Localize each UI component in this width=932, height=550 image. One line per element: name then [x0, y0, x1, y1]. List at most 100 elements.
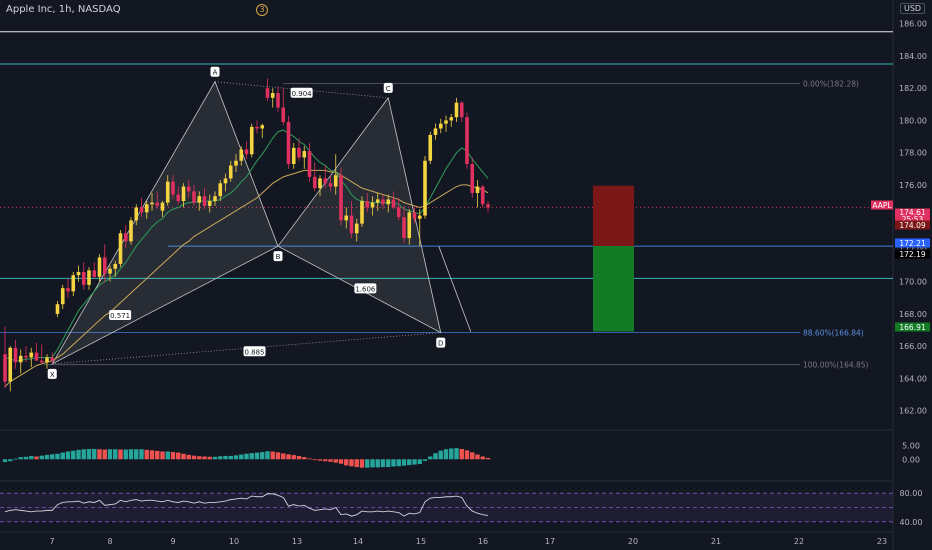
candle — [318, 175, 322, 197]
macd-histogram-bar — [386, 459, 391, 468]
price-tick-label: 186.00 — [899, 20, 927, 29]
candle-body — [370, 202, 375, 208]
candle — [291, 142, 296, 169]
candle-body — [97, 257, 102, 277]
time-tick-label: 22 — [794, 537, 804, 546]
candle — [71, 271, 76, 297]
candle — [176, 186, 181, 205]
macd-histogram-bar — [71, 450, 76, 460]
candle-body — [13, 347, 18, 363]
candle-body — [181, 186, 186, 202]
event-badge-icon[interactable]: 3 — [256, 4, 268, 16]
harmonic-point-box — [210, 66, 220, 77]
candle-body — [412, 212, 417, 219]
candle — [118, 230, 123, 268]
macd-histogram-bar — [128, 449, 134, 460]
macd-histogram-bar — [454, 448, 459, 460]
candle — [97, 254, 102, 282]
price-label-bg — [895, 208, 930, 216]
macd-histogram-bar — [286, 454, 291, 460]
candle — [108, 265, 112, 282]
candle — [160, 201, 165, 218]
macd-histogram-bar — [207, 456, 212, 460]
macd-histogram-bar — [223, 455, 228, 460]
candle-body — [8, 347, 13, 382]
ratio-line-bd — [277, 245, 441, 333]
macd-histogram-bar — [281, 453, 286, 460]
symbol-title[interactable]: Apple Inc, 1h, NASDAQ — [6, 4, 121, 15]
candle-body — [449, 117, 454, 121]
candle-body — [186, 186, 191, 192]
candle-body — [391, 199, 396, 208]
candle-body — [281, 107, 286, 123]
harmonic-point-label: A — [213, 69, 218, 77]
candle-body — [197, 196, 202, 203]
candle-body — [286, 122, 291, 164]
macd-histogram-bar — [480, 456, 485, 460]
candle-body — [66, 288, 70, 292]
macd-histogram-bar — [428, 456, 433, 460]
price-tick-label: 166.00 — [899, 342, 927, 351]
macd-histogram-bar — [102, 449, 107, 460]
candle — [102, 244, 107, 282]
macd-histogram-bar — [312, 459, 317, 461]
candle-body — [318, 178, 322, 189]
candle — [55, 301, 60, 318]
candle-body — [396, 207, 401, 218]
macd-histogram-bar — [464, 450, 470, 460]
candle-body — [270, 93, 275, 98]
macd-histogram-bar — [218, 456, 223, 460]
macd-histogram-bar — [401, 459, 407, 466]
ratio-line-xb — [52, 245, 279, 365]
macd-histogram-bar — [134, 449, 139, 460]
candle-body — [113, 263, 118, 269]
candle-body — [218, 183, 223, 197]
candle-body — [475, 186, 480, 193]
candle — [312, 162, 317, 192]
macd-histogram-bar — [302, 457, 307, 460]
candle — [18, 349, 23, 374]
price-tick-label: 180.00 — [899, 116, 927, 125]
macd-tick-label: 5.00 — [902, 441, 920, 450]
macd-histogram-bar — [123, 449, 128, 460]
candle — [375, 192, 380, 211]
candle — [45, 354, 49, 369]
candle-body — [323, 178, 328, 184]
price-label-text: 172.21 — [899, 239, 925, 248]
candle — [328, 175, 333, 192]
candle — [386, 194, 391, 213]
candle — [344, 207, 349, 229]
candle — [144, 201, 149, 219]
candle-body — [444, 120, 448, 124]
macd-histogram-bar — [265, 451, 270, 460]
candle-body — [375, 199, 380, 203]
candle — [202, 188, 207, 210]
candle — [8, 346, 13, 392]
macd-histogram-bar — [2, 459, 8, 463]
candle-body — [297, 147, 301, 158]
price-label-bg — [895, 220, 930, 230]
candle — [66, 278, 70, 298]
candle — [244, 141, 249, 160]
macd-histogram-bar — [23, 456, 29, 460]
macd-histogram-bar — [380, 459, 386, 468]
candle — [276, 86, 280, 113]
macd-histogram-bar — [317, 459, 323, 461]
candle-body — [417, 215, 422, 219]
candle — [171, 175, 175, 200]
macd-histogram-bar — [76, 449, 81, 460]
macd-histogram-bar — [349, 459, 354, 467]
macd-histogram-bar — [254, 452, 260, 460]
harmonic-point-label: C — [386, 85, 391, 93]
candle — [307, 142, 312, 182]
price-tick-label: 168.00 — [899, 310, 927, 319]
candle — [228, 160, 233, 182]
candle — [475, 180, 480, 208]
candle — [391, 191, 396, 210]
candle-body — [192, 191, 196, 203]
candle-body — [134, 207, 139, 221]
candle-body — [381, 199, 385, 205]
ratio-label-box — [290, 87, 313, 98]
currency-label[interactable]: USD — [900, 3, 926, 14]
